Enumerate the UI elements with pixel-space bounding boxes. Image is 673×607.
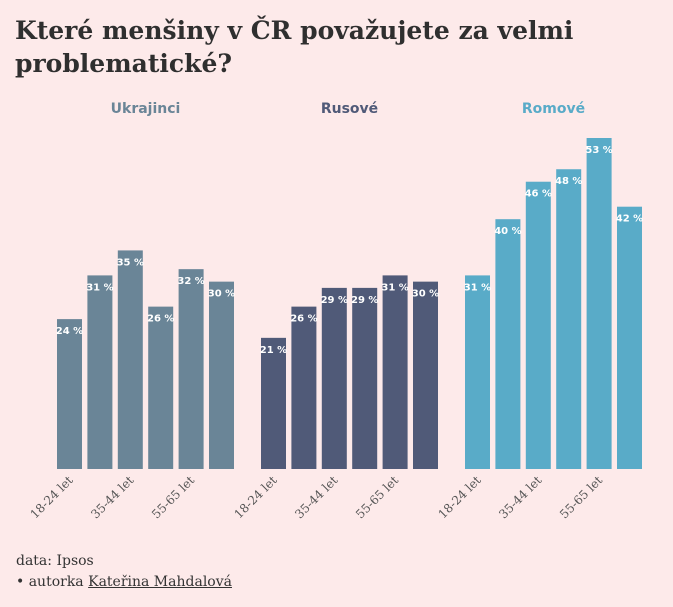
bar-value-label: 26 % [147, 314, 174, 325]
bar [495, 219, 521, 469]
x-tick-label: 18-24 let [231, 473, 279, 521]
bar-value-label: 40 % [494, 226, 521, 237]
bar [525, 181, 551, 469]
bar [117, 250, 143, 469]
x-tick-label: 35-44 let [496, 473, 544, 521]
bar [209, 281, 234, 469]
bar [148, 306, 174, 469]
x-tick-label: 55-65 let [149, 473, 197, 521]
footer: data: Ipsos • autorka Kateřina Mahdalová [16, 551, 232, 593]
x-tick-label: 55-65 let [353, 473, 401, 521]
bar [321, 287, 347, 469]
bar-value-label: 31 % [86, 282, 113, 293]
bar-value-label: 46 % [525, 189, 552, 200]
x-tick-label: 18-24 let [27, 473, 75, 521]
chart-title: Které menšiny v ČR považujete za velmi p… [15, 16, 574, 78]
bar [178, 269, 204, 469]
bar [556, 169, 582, 469]
bar [465, 275, 490, 469]
panel-title: Rusové [321, 101, 378, 117]
x-tick-label: 35-44 let [292, 473, 340, 521]
bar [382, 275, 408, 469]
x-tick-label: 35-44 let [88, 473, 136, 521]
bar-value-label: 31 % [464, 282, 491, 293]
panel-title: Romové [522, 101, 585, 117]
bar-value-label: 48 % [555, 176, 582, 187]
bar [57, 319, 82, 469]
author-line: • autorka Kateřina Mahdalová [16, 572, 232, 593]
x-tick-label: 55-65 let [557, 473, 605, 521]
author-prefix: • autorka [16, 574, 89, 590]
bar-value-label: 21 % [260, 345, 287, 356]
bar [617, 206, 642, 469]
author-link[interactable]: Kateřina Mahdalová [88, 574, 232, 590]
bar-value-label: 26 % [290, 314, 317, 325]
bar-value-label: 29 % [321, 295, 348, 306]
bar-value-label: 24 % [56, 326, 83, 337]
bar-value-label: 31 % [381, 282, 408, 293]
bar [261, 337, 286, 469]
bar [413, 281, 438, 469]
bar-value-label: 30 % [208, 289, 235, 300]
bar-value-label: 42 % [616, 214, 643, 225]
bar-value-label: 29 % [351, 295, 378, 306]
bar [352, 287, 378, 469]
x-tick-label: 18-24 let [435, 473, 483, 521]
bar [586, 138, 612, 469]
bar-chart-panels: Ukrajinci 24 % 18-24 let 31 % 35 % 35-44 let 2… [27, 101, 643, 521]
panel-title: Ukrajinci [111, 101, 181, 117]
bar-value-label: 30 % [412, 289, 439, 300]
bar [87, 275, 113, 469]
bar-value-label: 35 % [117, 257, 144, 268]
data-source: data: Ipsos [16, 553, 94, 569]
bar-value-label: 32 % [177, 276, 204, 287]
bar-value-label: 53 % [585, 145, 612, 156]
bar [291, 306, 317, 469]
